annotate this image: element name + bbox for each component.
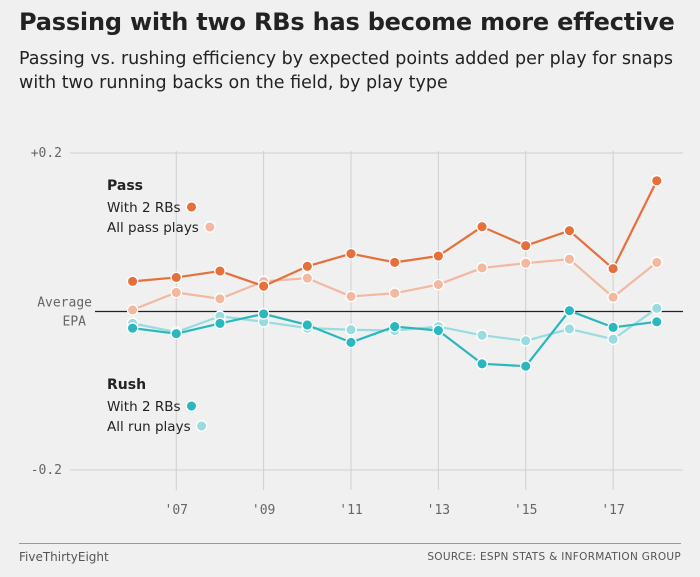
- data-point: [388, 256, 401, 269]
- legend-label: With 2 RBs: [107, 399, 181, 415]
- legend-marker: [185, 400, 198, 412]
- data-point: [650, 174, 663, 187]
- data-point: [563, 304, 576, 317]
- data-point: [126, 322, 139, 334]
- legend-title: Rush: [107, 377, 146, 393]
- data-point: [519, 360, 532, 373]
- data-point: [650, 302, 663, 315]
- data-point: [607, 291, 619, 304]
- data-point: [170, 271, 183, 284]
- data-point: [257, 280, 270, 292]
- data-point: [432, 324, 445, 337]
- data-point: [563, 224, 576, 237]
- data-point: [607, 333, 619, 346]
- baseline-label: EPA: [63, 315, 87, 330]
- data-point: [519, 257, 532, 270]
- source-note: SOURCE: ESPN STATS & INFORMATION GROUP: [427, 551, 681, 563]
- data-point: [126, 304, 139, 316]
- x-tick-label: '15: [514, 503, 537, 518]
- x-tick-label: '17: [601, 503, 624, 518]
- data-point: [476, 329, 488, 342]
- data-point: [388, 287, 401, 300]
- data-point: [345, 336, 357, 349]
- data-point: [519, 239, 532, 252]
- data-point: [214, 265, 226, 277]
- x-tick-label: '11: [339, 503, 362, 518]
- data-point: [432, 278, 445, 291]
- data-point: [476, 357, 488, 370]
- baseline-label: Average: [37, 296, 92, 311]
- data-point: [388, 320, 401, 333]
- data-point: [476, 220, 488, 233]
- footer-divider: [19, 543, 681, 544]
- data-point: [563, 323, 576, 335]
- data-point: [607, 321, 619, 334]
- legend-marker: [185, 201, 198, 213]
- y-tick-label: +0.2: [31, 146, 62, 161]
- x-tick-label: '07: [165, 503, 188, 518]
- data-point: [345, 323, 357, 336]
- data-point: [170, 327, 183, 340]
- data-point: [126, 275, 139, 288]
- data-point: [345, 290, 357, 303]
- data-point: [476, 262, 488, 274]
- data-point: [345, 247, 357, 260]
- chart-subtitle: Passing vs. rushing efficiency by expect…: [19, 49, 673, 93]
- data-point: [214, 317, 226, 330]
- data-point: [257, 308, 270, 320]
- data-point: [607, 262, 619, 275]
- data-point: [301, 319, 314, 331]
- legend-label: With 2 RBs: [107, 200, 181, 216]
- legend-marker: [195, 420, 208, 432]
- data-point: [650, 256, 663, 269]
- legend-title: Pass: [107, 178, 143, 194]
- data-point: [301, 260, 314, 273]
- data-point: [519, 334, 532, 347]
- chart-title: Passing with two RBs has become more eff…: [19, 8, 675, 36]
- legend-label: All pass plays: [107, 220, 199, 236]
- legend-marker: [203, 221, 216, 233]
- data-point: [650, 315, 663, 328]
- y-tick-label: -0.2: [31, 463, 62, 478]
- brand-name: FiveThirtyEight: [19, 550, 109, 564]
- series-line: [132, 180, 658, 288]
- data-point: [214, 292, 226, 305]
- data-point: [432, 250, 445, 262]
- x-tick-label: '13: [427, 503, 450, 518]
- data-point: [170, 286, 183, 299]
- data-point: [563, 253, 576, 266]
- data-point: [301, 272, 314, 285]
- legend-label: All run plays: [107, 419, 191, 435]
- x-tick-label: '09: [252, 503, 275, 518]
